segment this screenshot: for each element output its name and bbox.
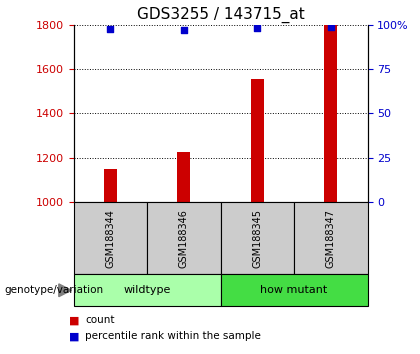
Text: percentile rank within the sample: percentile rank within the sample — [85, 331, 261, 341]
Bar — [74, 274, 220, 306]
Bar — [324, 25, 337, 202]
Bar — [220, 202, 294, 274]
Bar — [294, 202, 368, 274]
Point — [107, 27, 113, 32]
Text: GSM188344: GSM188344 — [105, 209, 115, 268]
Point — [181, 27, 187, 33]
Text: how mutant: how mutant — [260, 285, 328, 295]
Polygon shape — [59, 284, 71, 297]
Text: wildtype: wildtype — [123, 285, 171, 295]
Point — [328, 24, 334, 29]
Bar — [74, 202, 147, 274]
Text: GSM188345: GSM188345 — [252, 209, 262, 268]
Title: GDS3255 / 143715_at: GDS3255 / 143715_at — [136, 7, 304, 23]
Text: genotype/variation: genotype/variation — [4, 285, 103, 295]
Bar — [104, 169, 117, 202]
Text: ■: ■ — [69, 315, 80, 325]
Bar — [251, 79, 264, 202]
Text: GSM188346: GSM188346 — [179, 209, 189, 268]
Text: count: count — [85, 315, 115, 325]
Text: ■: ■ — [69, 331, 80, 341]
Bar — [220, 274, 368, 306]
Bar — [147, 202, 220, 274]
Point — [254, 25, 260, 31]
Bar — [177, 152, 190, 202]
Text: GSM188347: GSM188347 — [326, 209, 336, 268]
